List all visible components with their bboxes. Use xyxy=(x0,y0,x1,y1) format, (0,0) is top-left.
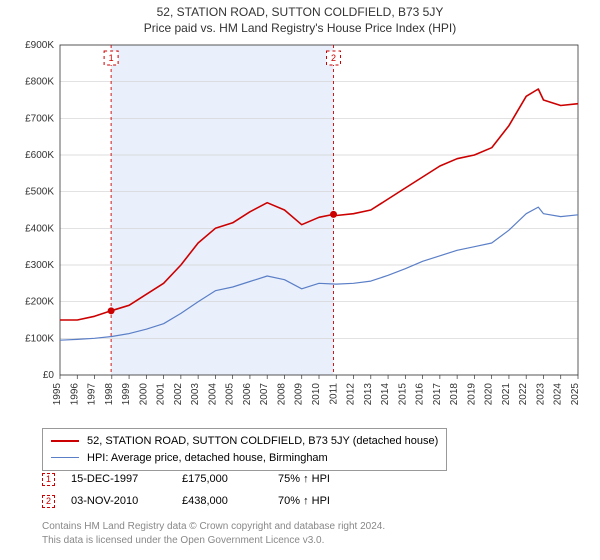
svg-text:£300K: £300K xyxy=(25,260,54,271)
svg-text:2018: 2018 xyxy=(449,382,460,405)
svg-text:2022: 2022 xyxy=(518,382,529,405)
svg-text:2005: 2005 xyxy=(225,382,236,405)
svg-text:1997: 1997 xyxy=(87,382,98,405)
svg-text:2001: 2001 xyxy=(156,382,167,405)
svg-text:2024: 2024 xyxy=(553,382,564,405)
legend-item-hpi: HPI: Average price, detached house, Birm… xyxy=(51,450,438,467)
svg-text:2020: 2020 xyxy=(484,382,495,405)
svg-text:2002: 2002 xyxy=(173,382,184,405)
chart-subtitle: Price paid vs. HM Land Registry's House … xyxy=(0,21,600,39)
svg-text:£900K: £900K xyxy=(25,40,54,51)
svg-text:2014: 2014 xyxy=(380,382,391,405)
svg-text:2017: 2017 xyxy=(432,382,443,405)
footer-note: Contains HM Land Registry data © Crown c… xyxy=(42,520,385,548)
svg-text:1995: 1995 xyxy=(52,382,63,405)
svg-text:2011: 2011 xyxy=(328,382,339,404)
svg-text:2000: 2000 xyxy=(138,382,149,405)
svg-text:£400K: £400K xyxy=(25,223,54,234)
sale-date: 15-DEC-1997 xyxy=(71,468,166,490)
chart-title: 52, STATION ROAD, SUTTON COLDFIELD, B73 … xyxy=(0,0,600,21)
svg-text:1: 1 xyxy=(109,53,114,63)
line-chart: £0 £100K £200K £300K £400K £500K £600K £700K £80… xyxy=(10,39,590,419)
table-row: 2 03-NOV-2010 £438,000 70% ↑ HPI xyxy=(42,490,348,512)
legend: 52, STATION ROAD, SUTTON COLDFIELD, B73 … xyxy=(42,428,447,471)
svg-text:£200K: £200K xyxy=(25,296,54,307)
svg-text:2015: 2015 xyxy=(397,382,408,405)
svg-text:2008: 2008 xyxy=(276,382,287,405)
legend-item-price: 52, STATION ROAD, SUTTON COLDFIELD, B73 … xyxy=(51,433,438,450)
svg-text:2010: 2010 xyxy=(311,382,322,405)
svg-text:1999: 1999 xyxy=(121,382,132,405)
svg-text:£800K: £800K xyxy=(25,76,54,87)
svg-text:1996: 1996 xyxy=(69,382,80,405)
svg-text:£500K: £500K xyxy=(25,186,54,197)
chart-container: 52, STATION ROAD, SUTTON COLDFIELD, B73 … xyxy=(0,0,600,560)
svg-text:2021: 2021 xyxy=(501,382,512,405)
footer-line-2: This data is licensed under the Open Gov… xyxy=(42,534,385,548)
event-marker-2-icon: 2 xyxy=(42,495,55,508)
sale-price: £175,000 xyxy=(182,468,262,490)
svg-text:2013: 2013 xyxy=(363,382,374,405)
sale-pct: 75% ↑ HPI xyxy=(278,468,348,490)
legend-swatch-hpi xyxy=(51,457,79,458)
table-row: 1 15-DEC-1997 £175,000 75% ↑ HPI xyxy=(42,468,348,490)
legend-label-hpi: HPI: Average price, detached house, Birm… xyxy=(87,450,328,467)
sale-date: 03-NOV-2010 xyxy=(71,490,166,512)
svg-text:£100K: £100K xyxy=(25,333,54,344)
svg-text:£700K: £700K xyxy=(25,113,54,124)
svg-text:2009: 2009 xyxy=(294,382,305,405)
svg-text:2019: 2019 xyxy=(466,382,477,405)
sales-table: 1 15-DEC-1997 £175,000 75% ↑ HPI 2 03-NO… xyxy=(42,468,348,512)
svg-text:1998: 1998 xyxy=(104,382,115,405)
svg-text:£600K: £600K xyxy=(25,150,54,161)
svg-text:£0: £0 xyxy=(43,370,55,381)
footer-line-1: Contains HM Land Registry data © Crown c… xyxy=(42,520,385,534)
event-marker-1-icon: 1 xyxy=(42,473,55,486)
svg-text:2006: 2006 xyxy=(242,382,253,405)
svg-text:2003: 2003 xyxy=(190,382,201,405)
svg-text:2004: 2004 xyxy=(207,382,218,405)
legend-label-price: 52, STATION ROAD, SUTTON COLDFIELD, B73 … xyxy=(87,433,438,450)
svg-text:2012: 2012 xyxy=(346,382,357,405)
svg-text:2023: 2023 xyxy=(535,382,546,405)
svg-text:2025: 2025 xyxy=(570,382,581,405)
sale-pct: 70% ↑ HPI xyxy=(278,490,348,512)
sale-price: £438,000 xyxy=(182,490,262,512)
svg-text:2016: 2016 xyxy=(415,382,426,405)
legend-swatch-price xyxy=(51,440,79,442)
svg-text:2: 2 xyxy=(331,53,336,63)
svg-text:2007: 2007 xyxy=(259,382,270,405)
